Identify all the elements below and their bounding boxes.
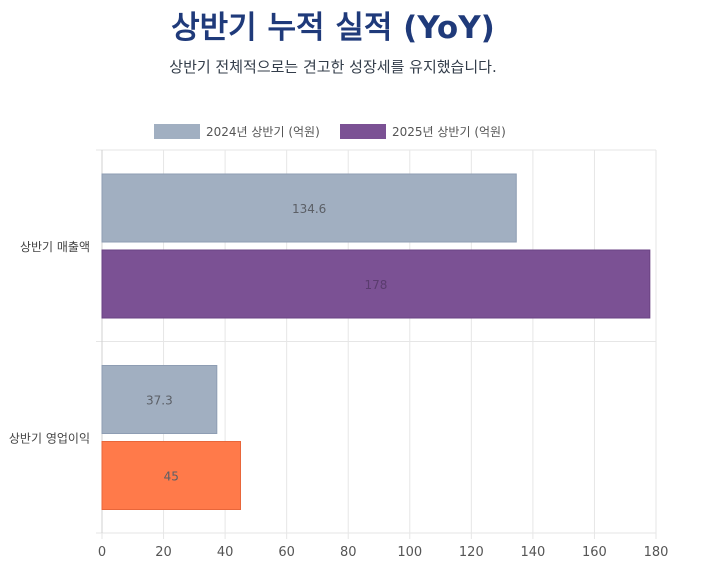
x-tick-label: 160 [582, 545, 607, 560]
x-tick-label: 40 [217, 545, 234, 560]
bar [101, 173, 517, 243]
x-tick-label: 140 [520, 545, 545, 560]
data-label: 178 [364, 278, 387, 292]
page-title: 상반기 누적 실적 (YoY) [171, 10, 495, 46]
legend-swatch [154, 124, 200, 139]
data-label: 37.3 [146, 394, 173, 408]
x-tick-label: 180 [644, 545, 669, 560]
data-label: 45 [164, 470, 179, 484]
x-tick-label: 100 [397, 545, 422, 560]
x-tick-label: 60 [278, 545, 295, 560]
bar [101, 441, 241, 510]
legend-label: 2025년 상반기 (억원) [392, 125, 506, 139]
x-tick-label: 20 [155, 545, 172, 560]
x-tick-label: 0 [98, 545, 106, 560]
x-tick-label: 80 [340, 545, 357, 560]
category-label: 상반기 영업이익 [9, 431, 90, 445]
x-tick-label: 120 [459, 545, 484, 560]
page-subtitle: 상반기 전체적으로는 견고한 성장세를 유지했습니다. [169, 58, 497, 76]
legend-swatch [340, 124, 386, 139]
legend-label: 2024년 상반기 (억원) [206, 125, 320, 139]
data-label: 134.6 [292, 202, 326, 216]
bar [101, 365, 218, 434]
bar [101, 249, 651, 319]
category-label: 상반기 매출액 [20, 240, 90, 254]
